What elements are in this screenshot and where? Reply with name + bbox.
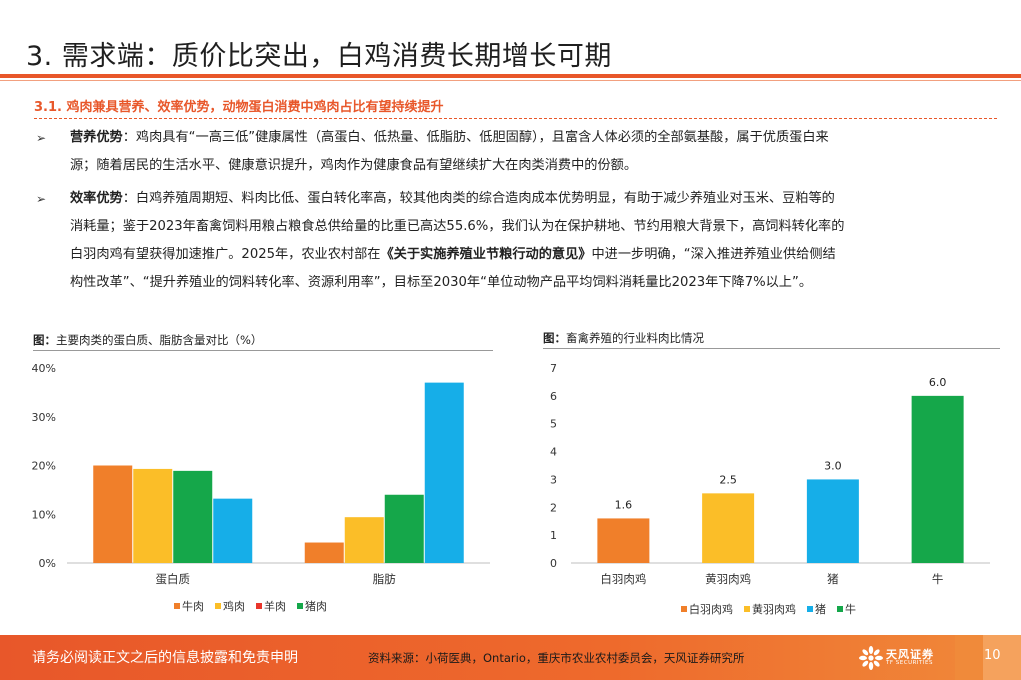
- chart2-legend-label: 黄羽肉鸡: [752, 602, 796, 616]
- chart2-legend-label: 白羽肉鸡: [689, 602, 733, 616]
- chart1-category-label: 蛋白质: [156, 572, 191, 586]
- chart2-category-label: 牛: [932, 572, 944, 586]
- bullet-nutrition: ➢ 营养优势：鸡肉具有“一高三低”健康属性（高蛋白、低热量、低脂肪、低胆固醇），…: [36, 124, 1000, 180]
- bullet-arrow-icon: ➢: [36, 192, 47, 206]
- bullet-text: 效率优势：白鸡养殖周期短、料肉比低、蛋白转化率高，较其他肉类的综合造肉成本优势明…: [70, 185, 1000, 297]
- bullet-line: 源；随着居民的生活水平、健康意识提升，鸡肉作为健康食品有望继续扩大在肉类消费中的…: [70, 158, 638, 173]
- chart2-fig-label: 图：: [543, 331, 566, 345]
- chart2-ytick-label: 2: [550, 501, 557, 514]
- company-logo: 天风证券 TF SECURITIES: [858, 643, 944, 673]
- chart2-bar: [702, 493, 755, 563]
- bullet-line: 中进一步明确，“深入推进养殖业供给侧结: [591, 247, 836, 262]
- chart1-ytick-label: 0%: [39, 557, 56, 570]
- chart2-ytick-label: 3: [550, 473, 557, 486]
- chart1-ytick-label: 30%: [32, 411, 56, 424]
- logo-name-en: TF SECURITIES: [886, 660, 933, 666]
- chart2-ytick-label: 7: [550, 362, 557, 375]
- chart1-legend-label: 羊肉: [264, 599, 286, 613]
- bullet-line: ：鸡肉具有“一高三低”健康属性（高蛋白、低热量、低脂肪、低胆固醇），且富含人体必…: [122, 130, 829, 145]
- bullet-lead: 效率优势: [70, 191, 123, 206]
- page-number-box: [955, 635, 1021, 680]
- chart1-bar: [173, 470, 213, 563]
- chart1-bar: [344, 517, 384, 563]
- flower-logo-icon: [859, 646, 883, 670]
- chart2-legend-swatch: [837, 606, 843, 612]
- chart2-category-label: 白羽肉鸡: [600, 572, 646, 586]
- chart1-legend-label: 猪肉: [305, 600, 327, 613]
- chart1-title-text: 主要肉类的蛋白质、脂肪含量对比（%）: [56, 333, 263, 347]
- chart2-legend-swatch: [681, 606, 687, 612]
- chart2-ytick-label: 4: [550, 446, 557, 459]
- chart2-ytick-label: 0: [550, 557, 557, 570]
- chart2-legend-swatch: [744, 606, 750, 612]
- chart2-category-label: 猪: [827, 572, 839, 586]
- bullet-line: 白羽肉鸡有望获得加速推广。2025年，农业农村部在: [70, 247, 381, 262]
- chart1-legend-label: 鸡肉: [223, 599, 245, 613]
- chart1-bar: [133, 468, 173, 563]
- chart1-bar: [213, 498, 253, 563]
- chart2-legend-swatch: [807, 606, 813, 612]
- chart2-feed-ratio: 012345671.6白羽肉鸡2.5黄羽肉鸡3.0猪6.0牛白羽肉鸡 黄羽肉鸡猪牛: [550, 362, 990, 616]
- section-subheading: 3.1. 鸡肉兼具营养、效率优势，动物蛋白消费中鸡肉占比有望持续提升: [34, 100, 444, 115]
- bullet-line: 消耗量；鉴于2023年畜禽饲料用粮占粮食总供给量的比重已高达55.6%，我们认为…: [70, 219, 845, 234]
- chart2-bar: [806, 479, 859, 563]
- chart1-ytick-label: 20%: [32, 460, 56, 473]
- title-rule-thin: [0, 80, 1021, 81]
- chart2-data-label: 6.0: [929, 376, 947, 389]
- chart2-legend-label: 牛: [845, 602, 856, 616]
- chart1-legend-swatch: [215, 603, 221, 609]
- chart1-legend-swatch: [297, 603, 303, 609]
- chart2-category-label: 黄羽肉鸡: [705, 572, 751, 586]
- chart1-ytick-label: 10%: [32, 508, 56, 521]
- subheading-divider: [34, 118, 997, 119]
- chart1-title: 图：主要肉类的蛋白质、脂肪含量对比（%）: [33, 332, 262, 348]
- bullet-text: 营养优势：鸡肉具有“一高三低”健康属性（高蛋白、低热量、低脂肪、低胆固醇），且富…: [70, 124, 1000, 180]
- chart1-bar: [424, 382, 464, 563]
- footer-disclaimer[interactable]: 请务必阅读正文之后的信息披露和免责申明: [32, 650, 298, 666]
- chart1-ytick-label: 40%: [32, 362, 56, 375]
- bullet-arrow-icon: ➢: [36, 131, 47, 145]
- chart2-bar: [597, 518, 650, 563]
- page-number-shade: [955, 635, 983, 680]
- chart2-data-label: 1.6: [615, 498, 633, 511]
- logo-name: 天风证券: [886, 648, 934, 661]
- chart1-legend-label: 牛肉: [182, 599, 204, 613]
- chart2-data-label: 3.0: [824, 459, 842, 472]
- policy-document-title: 《关于实施养殖业节粮行动的意见》: [380, 247, 592, 262]
- chart2-title-rule: [543, 348, 1000, 349]
- footer-source: 资料来源：小荷医典，Ontario，重庆市农业农村委员会，天风证券研究所: [368, 651, 745, 665]
- chart1-fig-label: 图：: [33, 333, 56, 347]
- chart1-category-label: 脂肪: [373, 572, 396, 586]
- chart2-legend-label: 猪: [815, 603, 826, 616]
- title-rule: [0, 74, 1021, 78]
- chart1-legend-swatch: [174, 603, 180, 609]
- chart1-legend-swatch: [256, 603, 262, 609]
- chart1-bar: [384, 494, 424, 563]
- bullet-line: ：白鸡养殖周期短、料肉比低、蛋白转化率高，较其他肉类的综合造肉成本优势明显，有助…: [122, 191, 835, 206]
- chart2-ytick-label: 6: [550, 390, 557, 403]
- page-title: 3. 需求端：质价比突出，白鸡消费长期增长可期: [26, 41, 612, 72]
- page-number: 10: [984, 648, 1001, 663]
- chart1-title-rule: [33, 350, 493, 351]
- chart2-data-label: 2.5: [719, 473, 737, 486]
- chart2-bar: [911, 395, 964, 563]
- chart2-title-text: 畜禽养殖的行业料肉比情况: [566, 331, 704, 345]
- chart1-bar: [304, 542, 344, 563]
- chart1-bar: [93, 465, 133, 563]
- bullet-efficiency: ➢ 效率优势：白鸡养殖周期短、料肉比低、蛋白转化率高，较其他肉类的综合造肉成本优…: [36, 185, 1000, 297]
- bullet-lead: 营养优势: [70, 130, 123, 145]
- bullet-line: 构性改革”、“提升养殖业的饲料转化率、资源利用率”，目标至2030年“单位动物产…: [70, 275, 813, 290]
- chart2-ytick-label: 1: [550, 529, 557, 542]
- footer-bar: 请务必阅读正文之后的信息披露和免责申明 资料来源：小荷医典，Ontario，重庆…: [0, 635, 1021, 680]
- chart2-ytick-label: 5: [550, 418, 557, 431]
- chart2-title: 图：畜禽养殖的行业料肉比情况: [543, 330, 704, 346]
